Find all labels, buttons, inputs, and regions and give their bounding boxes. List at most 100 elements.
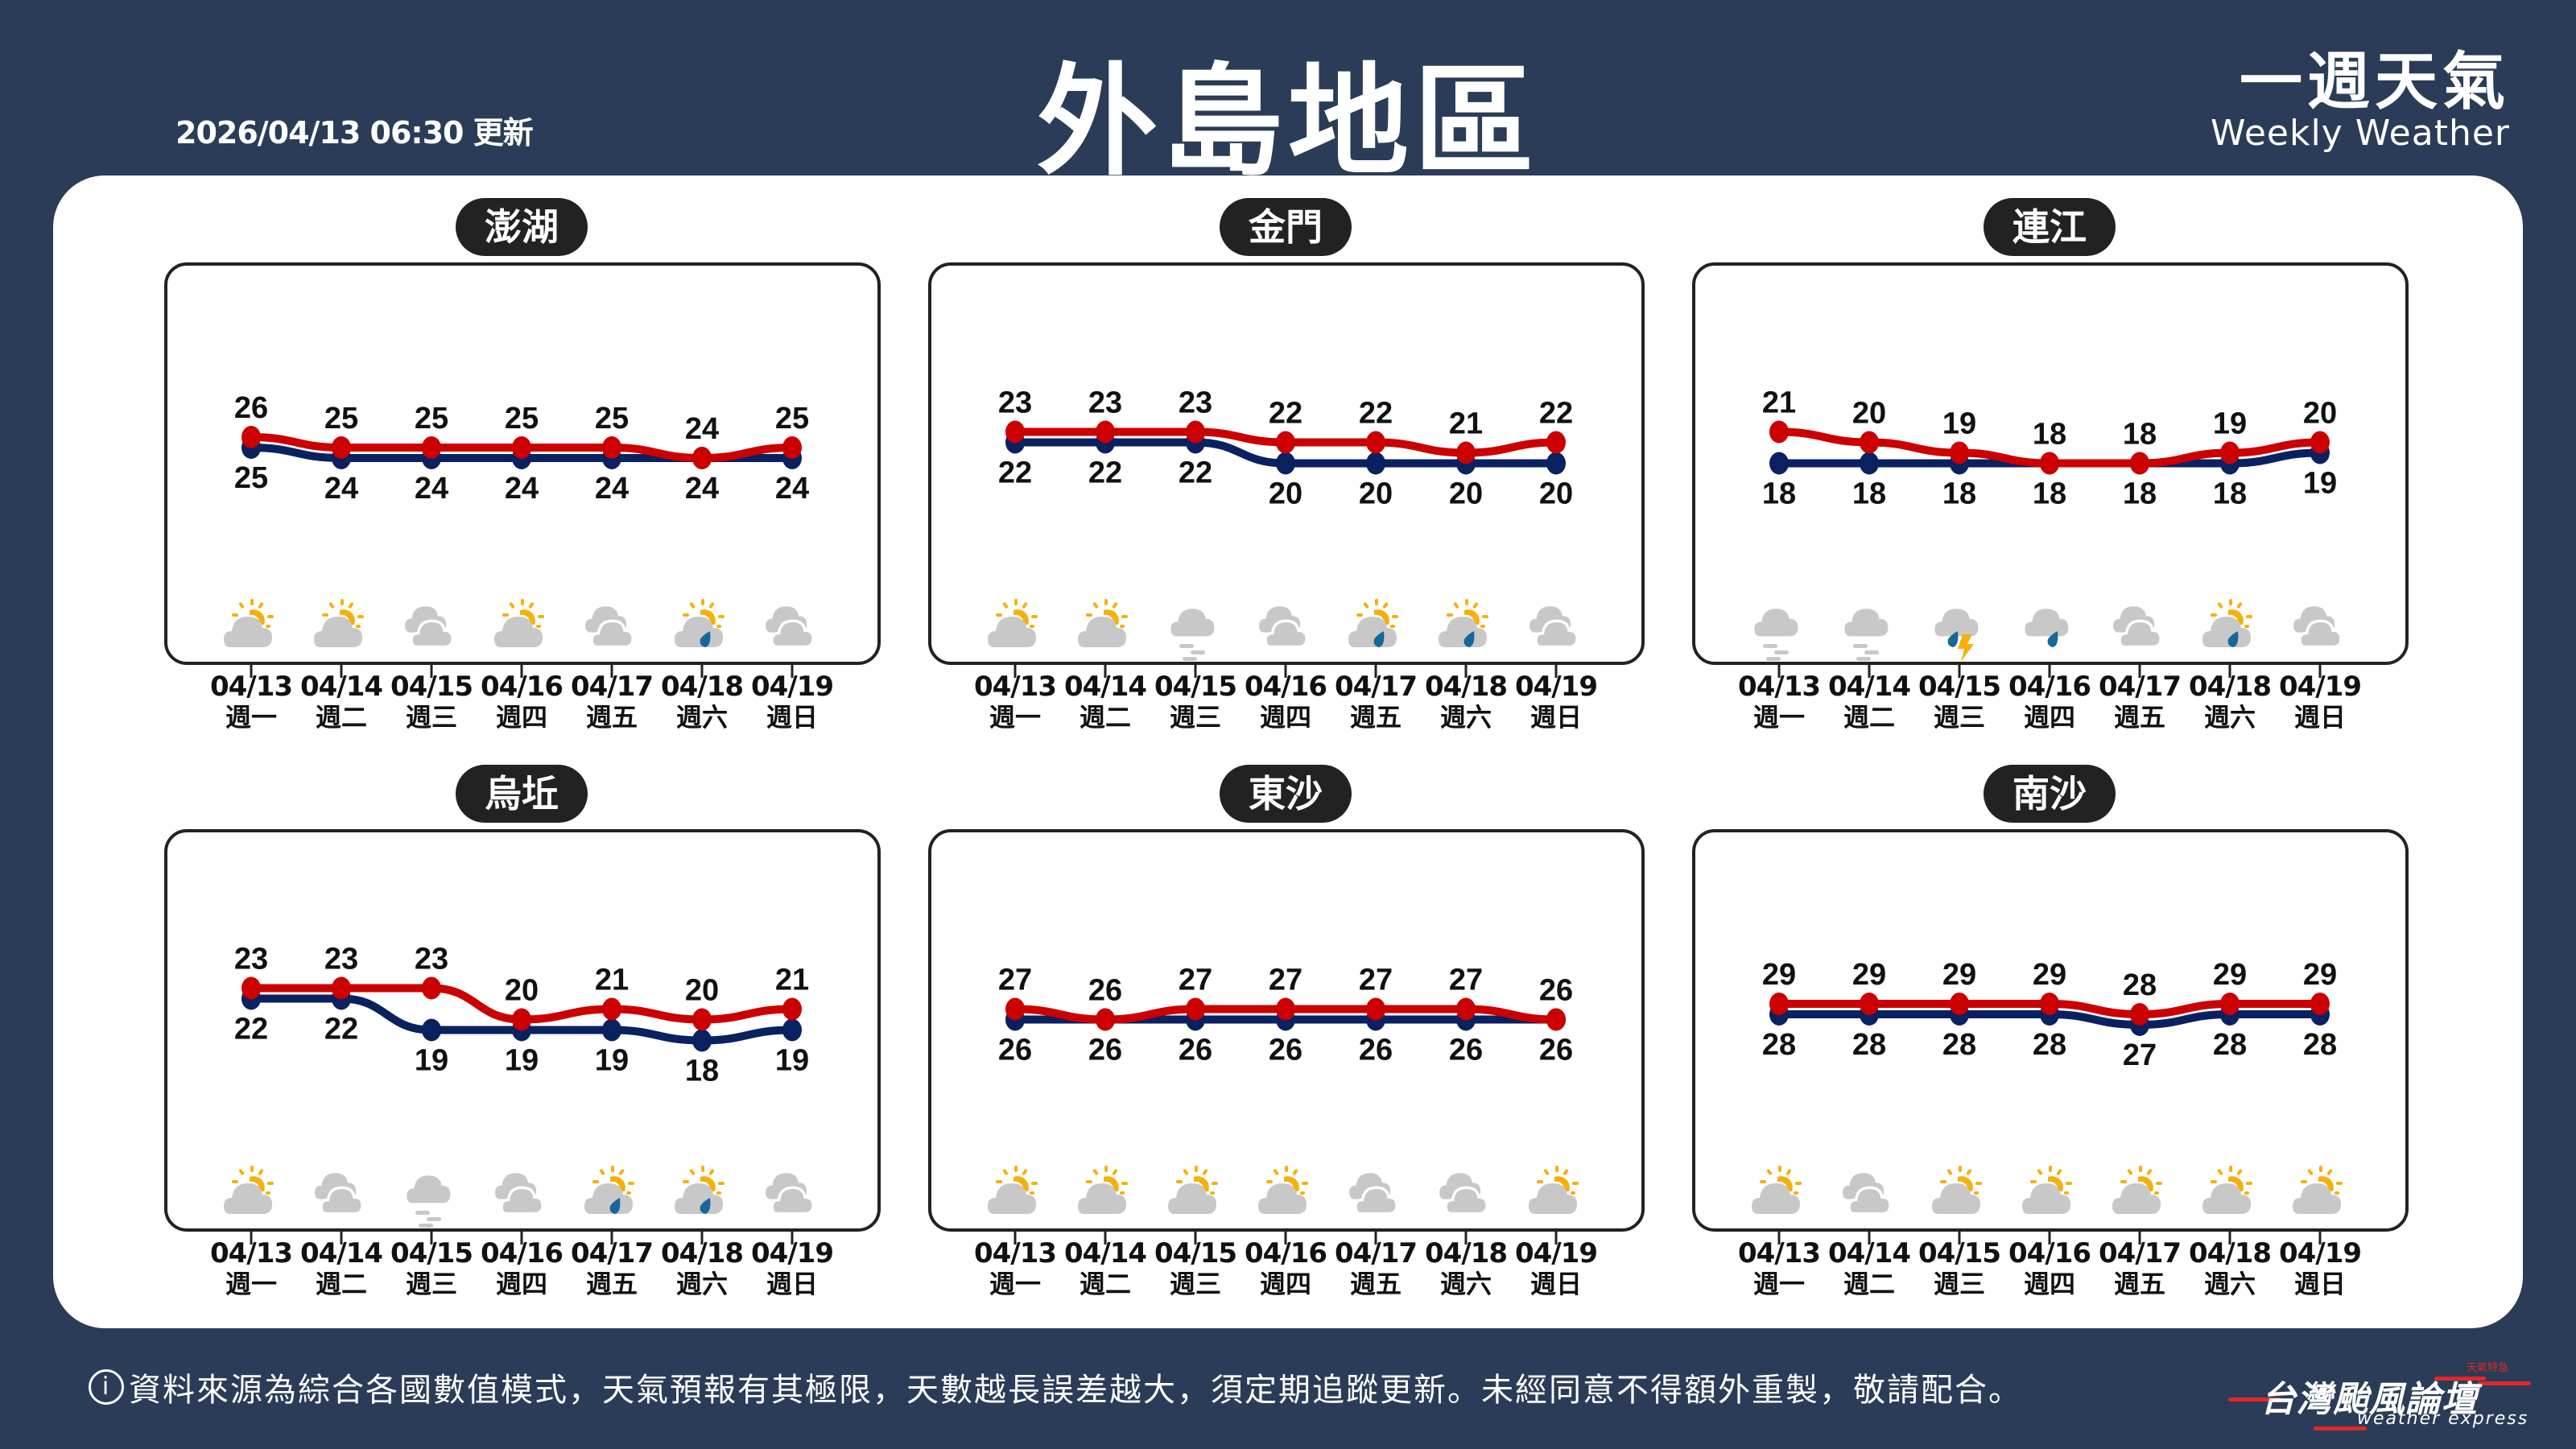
high-temp-point: [1860, 993, 1879, 1015]
date-text: 04/16: [1244, 1237, 1327, 1269]
low-temp-label: 18: [2213, 477, 2247, 511]
date-label: 04/17 週五: [2095, 1238, 2185, 1299]
region-name-badge: 金門: [1220, 198, 1352, 256]
date-label: 04/16 週四: [1241, 1238, 1331, 1299]
low-temp-label: 20: [1449, 477, 1483, 511]
weekday-text: 週一: [225, 702, 277, 733]
low-temp-label: 19: [2303, 467, 2337, 501]
high-temp-label: 27: [1449, 964, 1483, 997]
date-text: 04/13: [209, 671, 293, 703]
date-label: 04/13 週一: [970, 1238, 1060, 1299]
date-label: 04/18 週六: [2185, 671, 2275, 733]
low-temp-label: 19: [415, 1044, 448, 1078]
date-label: 04/14 週二: [296, 1238, 386, 1299]
brand-block: 一週天氣 Weekly Weather: [2211, 48, 2510, 151]
date-label: 04/18 週六: [657, 1238, 747, 1299]
weekday-text: 週三: [1169, 1269, 1221, 1299]
weekday-text: 週六: [1439, 1269, 1492, 1299]
high-temp-point: [782, 997, 802, 1021]
cloudy-icon: [766, 606, 815, 649]
high-temp-point: [2220, 441, 2240, 464]
fog-icon: [407, 1175, 451, 1228]
high-temp-label: 25: [505, 402, 539, 436]
weekday-text: 週六: [1439, 702, 1492, 733]
low-temp-point: [602, 1018, 621, 1042]
date-text: 04/18: [2188, 671, 2272, 703]
date-label: 04/14 週二: [1824, 671, 1914, 733]
high-temp-label: 21: [775, 964, 809, 997]
region-card: 烏坵 22 22 19 19 19 18 19 23 23 23 20 21 20 21 04/13 週一 04/…: [164, 745, 881, 1309]
high-temp-point: [1186, 997, 1205, 1021]
logo-stripe: [2228, 1397, 2281, 1402]
update-time: 2026/04/13 06:30 更新: [175, 115, 534, 151]
weekday-text: 週日: [766, 1269, 818, 1299]
date-label: 04/15 週三: [1150, 671, 1241, 733]
cloudy-icon: [1349, 1173, 1398, 1216]
date-label: 04/16 週四: [2004, 1238, 2095, 1299]
high-temp-label: 29: [2033, 958, 2066, 992]
weekday-text: 週一: [225, 1269, 277, 1299]
temperature-chart: 26 26 26 26 26 26 26 27 26 27 27 27 27 26: [988, 964, 1579, 1245]
partly-cloudy-rain-icon: [1439, 599, 1488, 647]
date-label: 04/16 週四: [477, 671, 567, 733]
high-temp-point: [1769, 420, 1789, 444]
weekday-text: 週六: [2203, 1269, 2256, 1299]
date-text: 04/14: [1827, 671, 1911, 703]
high-temp-point: [332, 436, 351, 459]
partly-cloudy-rain-icon: [2202, 599, 2252, 647]
low-temp-label: 22: [324, 1013, 358, 1046]
partly-cloudy-icon: [2202, 1166, 2252, 1214]
partly-cloudy-icon: [988, 599, 1038, 647]
high-temp-label: 20: [685, 974, 719, 1008]
date-text: 04/14: [1827, 1237, 1911, 1269]
date-text: 04/13: [1737, 671, 1821, 703]
high-temp-label: 22: [1359, 397, 1393, 431]
high-temp-point: [1860, 431, 1879, 454]
date-label: 04/19 週日: [2275, 671, 2365, 733]
date-axis: 04/13 週一 04/14 週二 04/15 週三 04/16 週四 04/17 週五 04/18…: [164, 671, 881, 744]
high-temp-label: 27: [1269, 964, 1302, 997]
date-label: 04/14 週二: [1824, 1238, 1914, 1299]
high-temp-label: 29: [1942, 958, 1976, 992]
weekday-text: 週五: [1349, 1269, 1402, 1299]
chart-frame: [1692, 829, 2409, 1232]
high-temp-label: 27: [1359, 964, 1393, 997]
date-text: 04/17: [2098, 1237, 2182, 1269]
date-text: 04/15: [1154, 671, 1237, 703]
high-temp-point: [1366, 997, 1385, 1021]
date-text: 04/14: [1063, 671, 1147, 703]
date-text: 04/19: [1514, 1237, 1598, 1269]
weekday-text: 週一: [1752, 702, 1805, 733]
region-card: 金門 22 22 22 20 20 20 20 23 23 23 22 22 21 22 04/13 週一 04/…: [928, 179, 1645, 742]
date-text: 04/16: [480, 1237, 564, 1269]
high-temp-point: [1769, 993, 1789, 1015]
weekday-text: 週五: [585, 1269, 638, 1299]
weekday-text: 週三: [1933, 1269, 1985, 1299]
page-title: 外島地區: [1036, 52, 1539, 192]
low-temp-label: 20: [1269, 477, 1302, 511]
region-name-badge: 東沙: [1220, 765, 1352, 823]
region-card: 東沙 26 26 26 26 26 26 26 27 26 27 27 27 27 26 04/13 週一 04/…: [928, 745, 1645, 1309]
date-text: 04/13: [1737, 1237, 1821, 1269]
date-text: 04/16: [2008, 671, 2091, 703]
high-temp-label: 24: [685, 412, 719, 446]
date-label: 04/18 週六: [1421, 671, 1511, 733]
date-label: 04/14 週二: [1060, 1238, 1150, 1299]
date-text: 04/17: [2098, 671, 2182, 703]
chart-frame: [928, 829, 1645, 1232]
weekday-text: 週一: [989, 702, 1041, 733]
high-temp-point: [1005, 420, 1025, 444]
date-label: 04/17 週五: [567, 1238, 657, 1299]
low-temp-label: 20: [1539, 477, 1573, 511]
high-temp-point: [782, 436, 802, 459]
region-card: 南沙 28 28 28 28 27 28 28 29 29 29 29 28 29 29 04/13 週一 04/…: [1692, 745, 2409, 1309]
low-temp-label: 20: [1359, 477, 1393, 511]
region-card: 連江 18 18 18 18 18 18 19 21 20 19 18 18 19 20 04/13 週一 04/…: [1692, 179, 2409, 742]
logo-text-zh: 台灣颱風論壇: [2260, 1379, 2478, 1420]
high-temp-label: 19: [1942, 407, 1976, 441]
region-name-badge: 連江: [1984, 198, 2116, 256]
date-label: 04/19 週日: [747, 671, 837, 733]
high-temp-label: 20: [2303, 397, 2337, 431]
weekday-text: 週日: [1530, 702, 1582, 733]
date-text: 04/14: [299, 1237, 383, 1269]
